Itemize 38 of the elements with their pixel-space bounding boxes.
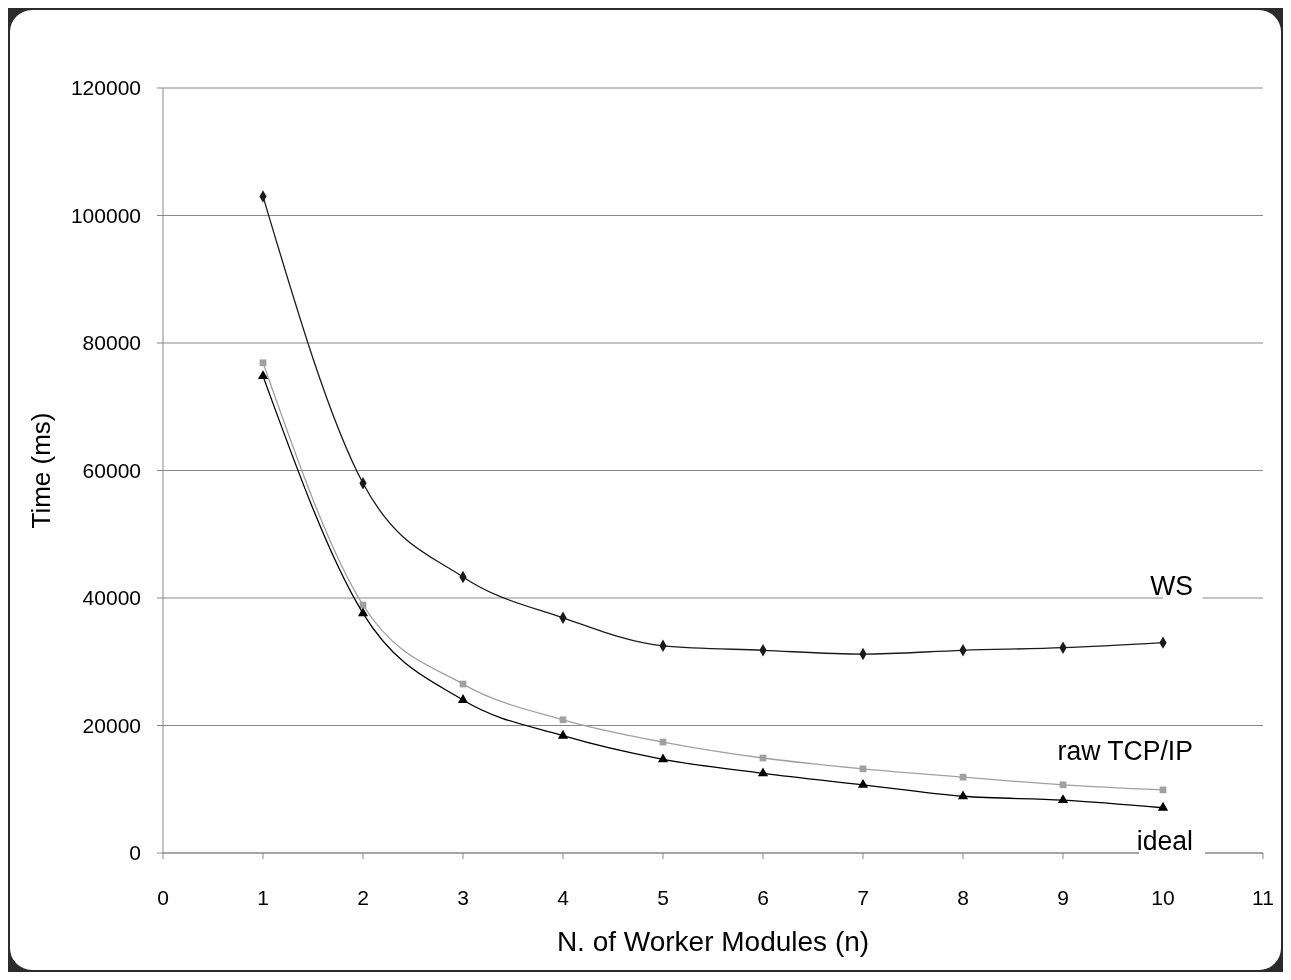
point xyxy=(557,729,569,739)
x-tick-label: 2 xyxy=(357,886,369,909)
x-tick-label: 9 xyxy=(1057,886,1069,909)
y-tick-label: 80000 xyxy=(82,331,141,354)
x-tick-label: 3 xyxy=(457,886,469,909)
x-tick-label: 11 xyxy=(1252,886,1274,909)
point xyxy=(957,790,969,800)
y-tick-label: 40000 xyxy=(82,586,141,609)
x-tick-label: 7 xyxy=(857,886,869,909)
x-tick-label: 1 xyxy=(257,886,269,909)
point xyxy=(257,370,269,380)
point xyxy=(559,716,567,724)
point xyxy=(1057,794,1069,804)
x-tick-label: 8 xyxy=(957,886,969,909)
y-tick-label: 20000 xyxy=(82,713,141,737)
series-label: ideal xyxy=(1136,824,1193,856)
point xyxy=(1059,781,1067,789)
x-tick-label: 10 xyxy=(1151,886,1175,909)
y-tick-label: 120000 xyxy=(70,76,141,99)
point xyxy=(457,694,469,703)
y-tick-label: 100000 xyxy=(70,203,141,227)
series-label: WS xyxy=(1150,568,1193,601)
y-tick-label: 0 xyxy=(129,841,141,864)
x-tick-label: 5 xyxy=(657,886,669,909)
point xyxy=(357,607,369,617)
y-tick-label: 60000 xyxy=(82,458,141,482)
x-axis-title: N. of Worker Modules (n) xyxy=(556,926,870,957)
point xyxy=(757,767,769,777)
point xyxy=(859,765,867,773)
x-tick-label: 4 xyxy=(557,886,570,909)
point xyxy=(259,359,267,367)
point xyxy=(1157,801,1169,811)
point xyxy=(657,753,669,763)
x-tick-label: 6 xyxy=(757,886,769,909)
x-tick-label: 0 xyxy=(157,886,169,909)
y-axis-title: Time (ms) xyxy=(26,412,56,529)
point xyxy=(857,778,869,788)
series-label: raw TCP/IP xyxy=(1057,734,1193,767)
